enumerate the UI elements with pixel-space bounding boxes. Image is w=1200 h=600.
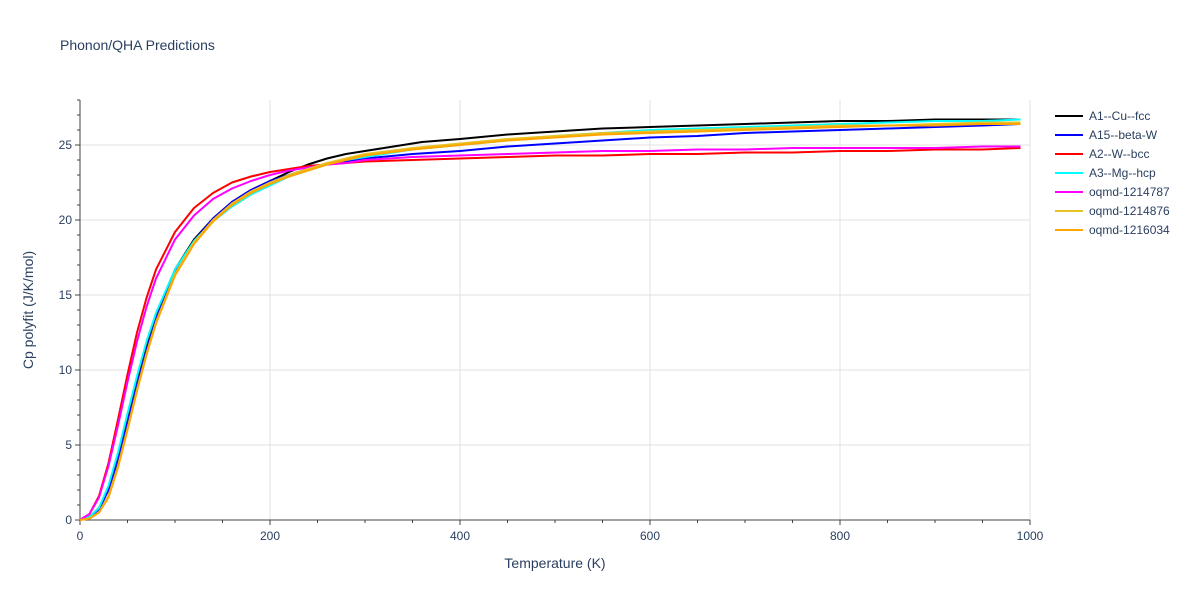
legend-item[interactable]: A1--Cu--fcc xyxy=(1055,109,1150,123)
grid xyxy=(80,100,1031,520)
x-ticks: 0 200 400 600 800 1000 xyxy=(77,520,1044,543)
y-tick-label: 0 xyxy=(65,513,72,527)
plot-area xyxy=(79,118,1021,521)
legend-label: A1--Cu--fcc xyxy=(1089,109,1150,123)
chart-title: Phonon/QHA Predictions xyxy=(60,37,215,53)
legend-label: oqmd-1214787 xyxy=(1089,185,1170,199)
series-line-6 xyxy=(79,123,1021,521)
series-line-3 xyxy=(79,118,1021,521)
legend-item[interactable]: oqmd-1214787 xyxy=(1055,185,1170,199)
series-line-5 xyxy=(79,121,1021,521)
x-tick-label: 200 xyxy=(260,529,280,543)
y-tick-label: 5 xyxy=(65,438,72,452)
legend-item[interactable]: A15--beta-W xyxy=(1055,128,1158,142)
y-tick-label: 25 xyxy=(59,138,73,152)
axes xyxy=(79,100,1030,521)
series-line-1 xyxy=(79,123,1021,521)
legend-label: oqmd-1214876 xyxy=(1089,204,1170,218)
legend-label: A15--beta-W xyxy=(1089,128,1158,142)
legend-item[interactable]: oqmd-1214876 xyxy=(1055,204,1170,218)
x-tick-label: 800 xyxy=(830,529,850,543)
y-ticks: 0 5 10 15 20 25 xyxy=(59,99,80,527)
series-line-4 xyxy=(79,145,1021,521)
legend-item[interactable]: A3--Mg--hcp xyxy=(1055,166,1156,180)
x-tick-label: 400 xyxy=(450,529,470,543)
legend-item[interactable]: oqmd-1216034 xyxy=(1055,223,1170,237)
x-tick-label: 0 xyxy=(77,529,84,543)
series-line-2 xyxy=(79,147,1021,521)
y-tick-label: 15 xyxy=(59,288,73,302)
y-axis-title: Cp polyfit (J/K/mol) xyxy=(20,251,36,369)
legend-item[interactable]: A2--W--bcc xyxy=(1055,147,1149,161)
y-tick-label: 20 xyxy=(59,213,73,227)
legend-label: oqmd-1216034 xyxy=(1089,223,1170,237)
x-tick-label: 1000 xyxy=(1017,529,1044,543)
x-tick-label: 600 xyxy=(640,529,660,543)
series-line-0 xyxy=(79,118,1021,521)
x-axis-title: Temperature (K) xyxy=(504,555,605,571)
y-tick-label: 10 xyxy=(59,363,73,377)
legend-label: A3--Mg--hcp xyxy=(1089,166,1156,180)
legend-label: A2--W--bcc xyxy=(1089,147,1149,161)
legend: A1--Cu--fcc A15--beta-W A2--W--bcc A3--Mg--… xyxy=(1055,109,1170,237)
